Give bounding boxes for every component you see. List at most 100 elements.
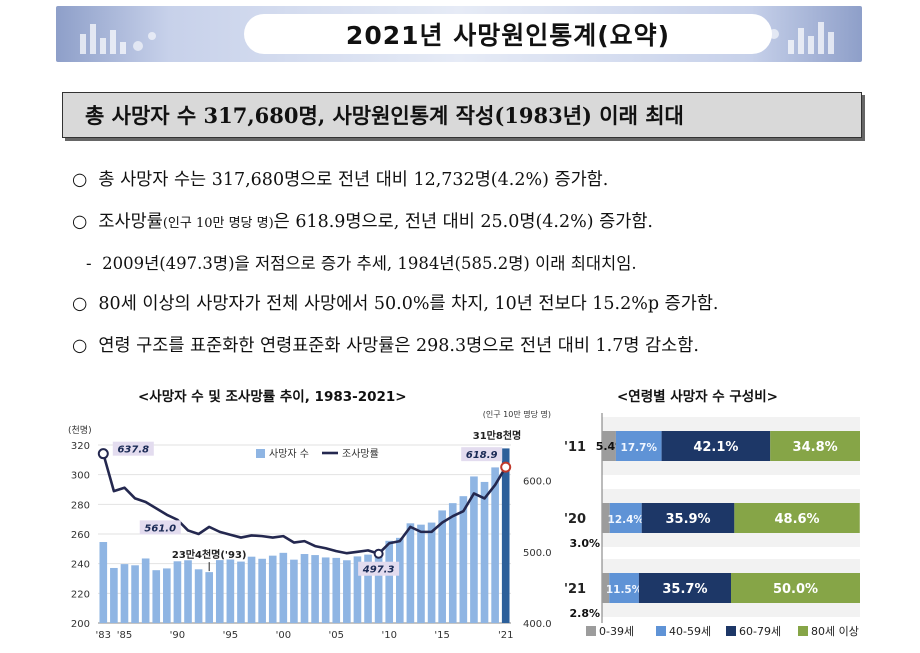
x-tick-label: '10	[381, 630, 396, 641]
bar-deaths	[279, 552, 288, 623]
bar-deaths	[470, 476, 478, 623]
y-tick-label: 320	[71, 441, 90, 452]
bullet-crude-death-rate: ○ 조사망률(인구 10만 명당 명)은 618.9명으로, 전년 대비 25.…	[72, 208, 653, 233]
age-chart-title: <연령별 사망자 수 구성비>	[617, 389, 778, 405]
segment-bar	[734, 503, 860, 533]
segment-bar	[731, 573, 860, 603]
bar-deaths	[491, 467, 499, 623]
bar-deaths	[258, 558, 266, 623]
segment-label: 3.0%	[569, 537, 600, 550]
bar-deaths	[226, 559, 235, 623]
bar-deaths	[163, 568, 171, 623]
bar-deaths	[501, 448, 510, 623]
segment-label: 48.6%	[774, 512, 819, 527]
line-crude-death-rate	[102, 453, 507, 556]
bar-deaths	[99, 542, 108, 623]
page-title: 2021년 사망원인통계(요약)	[244, 14, 772, 54]
bullet-text: 은 618.9명으로, 전년 대비 25.0명(4.2%) 증가함.	[273, 212, 653, 232]
segment-label: 12.4%	[608, 514, 645, 526]
title-banner: 2021년 사망원인통계(요약)	[56, 6, 862, 62]
legend-label: 0-39세	[599, 625, 634, 638]
segment-label: 35.7%	[662, 582, 707, 597]
bar-deaths	[480, 481, 489, 623]
bullet-text: 조사망률	[98, 212, 163, 232]
bar-deaths	[120, 564, 129, 623]
segment-bar	[661, 431, 771, 461]
bar-deaths	[300, 554, 309, 623]
bullet-text: 총 사망자 수는 317,680명으로 전년 대비 12,732명(4.2%) …	[98, 170, 609, 190]
bar-deaths	[417, 524, 425, 623]
x-tick-label: '00	[276, 630, 291, 641]
bullet-marker: -	[86, 254, 92, 273]
bar-deaths	[374, 553, 383, 623]
bar-deaths	[385, 540, 394, 623]
y-tick-label: 220	[71, 589, 90, 600]
bar-deaths	[237, 561, 245, 623]
x-tick-label: '95	[223, 630, 238, 641]
x-tick-label: '15	[434, 630, 449, 641]
bar-deaths	[395, 537, 404, 623]
annotation-label: 31만8천명	[473, 429, 521, 442]
bar-deaths	[321, 557, 330, 623]
legend-swatch	[586, 626, 596, 636]
bar-deaths	[290, 559, 298, 623]
legend-label: 40-59세	[669, 625, 711, 638]
segment-bar	[638, 573, 731, 603]
bar-deaths	[184, 560, 192, 623]
y-tick-label: 300	[71, 471, 90, 482]
x-tick-label: '21	[498, 630, 513, 641]
bar-deaths	[173, 561, 182, 623]
bar-deaths	[332, 557, 341, 623]
segment-bar	[609, 503, 642, 533]
trend-chart: 320 300 280 260 240 220 200 600.0 500.0 400.0 (천명)…	[68, 409, 552, 641]
legend-swatch	[798, 626, 808, 636]
bullet-marker: ○	[72, 294, 88, 314]
annotation-label: 23만4천명('93)	[172, 548, 247, 561]
y-tick-label: 280	[71, 500, 90, 511]
y2-axis-unit: (인구 10만 명당 명)	[483, 409, 551, 419]
bullet-marker: ○	[72, 212, 88, 232]
segment-label: 11.5%	[606, 584, 643, 596]
bar-deaths	[194, 569, 203, 623]
bullet-text: 80세 이상의 사망자가 전체 사망에서 50.0%를 차지, 10년 전보다 …	[98, 294, 719, 314]
bullet-note: (인구 10만 명당 명)	[162, 216, 274, 231]
y-tick-label: 260	[71, 530, 90, 541]
segment-bar	[770, 431, 860, 461]
segment-label: 50.0%	[773, 582, 818, 597]
bar-deaths	[406, 523, 415, 623]
segment-bar	[602, 503, 610, 533]
bullet-age-80: ○ 80세 이상의 사망자가 전체 사망에서 50.0%를 차지, 10년 전보…	[72, 290, 719, 315]
chart-decoration-icon	[80, 24, 156, 54]
bar-deaths	[459, 496, 468, 623]
y2-tick-label: 500.0	[523, 548, 552, 559]
segment-bar	[641, 503, 735, 533]
legend-swatch	[656, 626, 666, 636]
legend-swatch	[726, 626, 736, 636]
legend-label: 60-79세	[739, 625, 781, 638]
bar-deaths	[343, 560, 351, 623]
annotation-label: 497.3	[362, 565, 395, 576]
bullet-text: 2009년(497.3명)을 저점으로 증가 추세, 1984년(585.2명)…	[102, 254, 637, 273]
age-composition-chart: '11 5.4%17.7% 42.1% 34.8%'203.0%12.4% 35.9% 4…	[564, 413, 860, 638]
bullet-sub-trend: - 2009년(497.3명)을 저점으로 증가 추세, 1984년(585.2…	[86, 250, 637, 274]
y2-tick-label: 400.0	[523, 619, 552, 630]
segment-bar	[602, 431, 616, 461]
marker-point	[500, 461, 512, 473]
annotation-box	[358, 561, 400, 576]
annotation-box	[461, 447, 503, 462]
category-label: '21	[564, 582, 586, 597]
bullet-text: 연령 구조를 표준화한 연령표준화 사망률은 298.3명으로 전년 대비 1.…	[98, 336, 699, 356]
annotation-label: 618.9	[466, 450, 498, 461]
marker-point	[97, 448, 109, 460]
segment-bar	[609, 573, 639, 603]
bullet-standardized-rate: ○ 연령 구조를 표준화한 연령표준화 사망률은 298.3명으로 전년 대비 …	[72, 332, 699, 357]
segment-label: 17.7%	[621, 442, 658, 454]
category-label: '11	[564, 440, 586, 455]
bar-deaths	[152, 570, 161, 623]
bar-deaths	[268, 555, 277, 623]
x-tick-label: '90	[170, 630, 185, 641]
bar-deaths	[141, 558, 150, 623]
annotation-box	[112, 441, 154, 456]
y2-tick-label: 600.0	[523, 477, 552, 488]
bullet-total-deaths: ○ 총 사망자 수는 317,680명으로 전년 대비 12,732명(4.2%…	[72, 166, 608, 191]
